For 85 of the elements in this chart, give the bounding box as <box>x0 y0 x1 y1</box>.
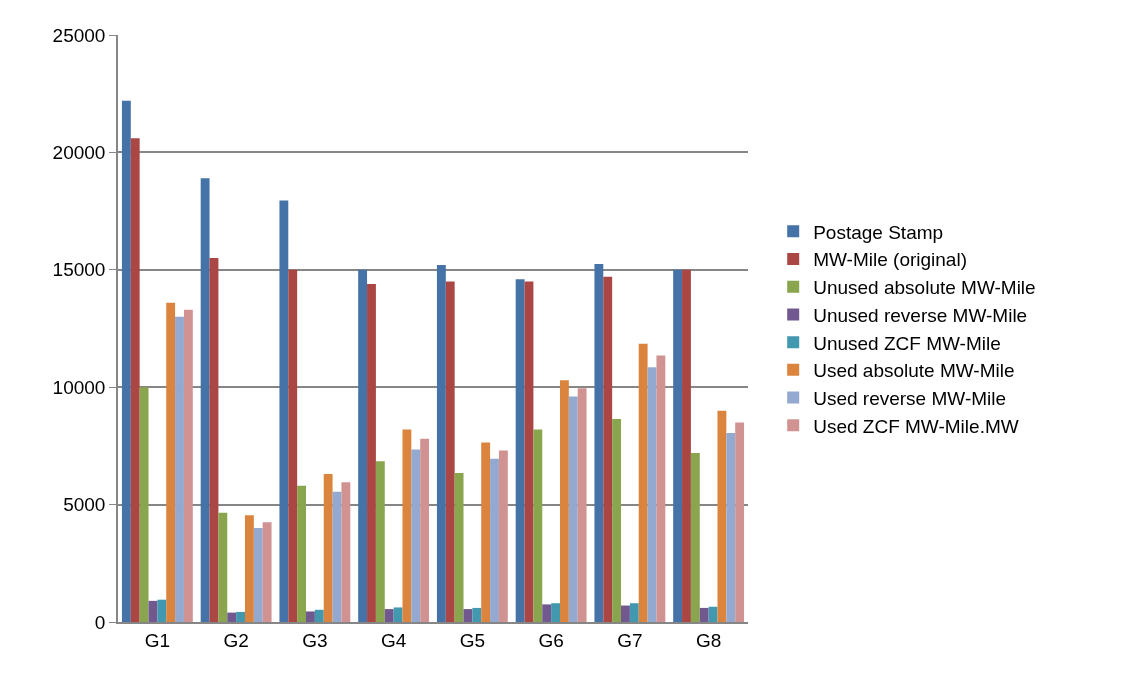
bar <box>139 387 149 622</box>
bar <box>559 380 569 622</box>
bar <box>253 528 263 622</box>
y-tick-label: 15000 <box>52 259 106 281</box>
bar <box>393 607 403 622</box>
bar <box>148 600 158 622</box>
bar <box>262 522 272 622</box>
x-tick-label: G7 <box>617 629 643 651</box>
bar <box>367 283 376 622</box>
bar <box>375 461 385 622</box>
bar <box>279 200 289 622</box>
x-tick-label: G1 <box>144 629 171 651</box>
bar <box>306 611 315 622</box>
legend-label: MW-Mile (original) <box>813 249 967 271</box>
bar <box>323 474 333 622</box>
bar <box>445 281 455 622</box>
legend-label: Unused reverse MW-Mile <box>813 304 1028 326</box>
x-tick-label: G3 <box>302 629 328 651</box>
x-tick-label: G6 <box>538 629 564 651</box>
bar <box>603 276 613 622</box>
legend-label: Unused absolute MW-Mile <box>813 277 1036 299</box>
bar <box>332 491 342 622</box>
bar <box>515 279 525 622</box>
bar <box>227 612 237 622</box>
bar <box>341 482 351 622</box>
bar <box>175 316 184 622</box>
bar <box>218 512 228 622</box>
y-tick-label: 5000 <box>63 494 106 516</box>
bar <box>629 603 639 622</box>
bar <box>638 343 648 622</box>
y-tick-label: 10000 <box>52 376 106 398</box>
bar <box>690 452 700 622</box>
bar <box>463 609 473 622</box>
bar <box>183 309 193 622</box>
bar <box>236 611 245 622</box>
bar <box>577 388 587 622</box>
bar <box>420 438 430 622</box>
x-tick-label: G4 <box>380 629 407 651</box>
bar <box>498 450 508 622</box>
bar <box>612 418 622 622</box>
legend-label: Postage Stamp <box>813 221 944 243</box>
bar <box>533 429 543 622</box>
bar <box>166 302 176 622</box>
bar <box>656 355 666 622</box>
bar <box>699 607 709 622</box>
bar <box>726 432 736 622</box>
bar <box>551 603 560 622</box>
bar <box>411 449 421 622</box>
bar <box>682 269 691 622</box>
bar <box>647 367 657 622</box>
bar <box>297 485 307 622</box>
bar <box>568 396 578 622</box>
bar <box>384 609 394 622</box>
bar <box>157 599 167 622</box>
legend-label: Used absolute MW-Mile <box>813 360 1015 382</box>
y-tick-label: 20000 <box>52 142 106 164</box>
bar <box>717 410 727 622</box>
bar <box>524 281 534 622</box>
bar <box>621 605 630 622</box>
bar <box>130 138 140 622</box>
y-tick-label: 0 <box>94 611 106 633</box>
legend-label: Unused ZCF MW-Mile <box>813 332 1001 354</box>
bar <box>735 422 745 622</box>
bar <box>402 429 412 622</box>
bar <box>200 178 210 622</box>
bar <box>314 609 324 622</box>
bar <box>490 458 499 622</box>
bar <box>358 269 368 622</box>
bar <box>121 100 131 622</box>
legend-label: Used ZCF MW-Mile.MW <box>813 415 1019 437</box>
x-tick-label: G2 <box>223 629 249 651</box>
legend-label: Used reverse MW-Mile <box>813 387 1007 409</box>
bar <box>481 442 491 622</box>
bar <box>288 269 298 622</box>
bar <box>244 515 254 622</box>
bar <box>542 604 552 622</box>
bar <box>472 607 482 622</box>
x-tick-label: G5 <box>459 629 486 651</box>
bar <box>209 258 219 622</box>
y-tick-label: 25000 <box>52 24 106 46</box>
bar <box>673 269 683 622</box>
x-tick-label: G8 <box>695 629 722 651</box>
bar <box>594 263 604 622</box>
bar <box>436 265 446 622</box>
bar <box>454 472 464 622</box>
